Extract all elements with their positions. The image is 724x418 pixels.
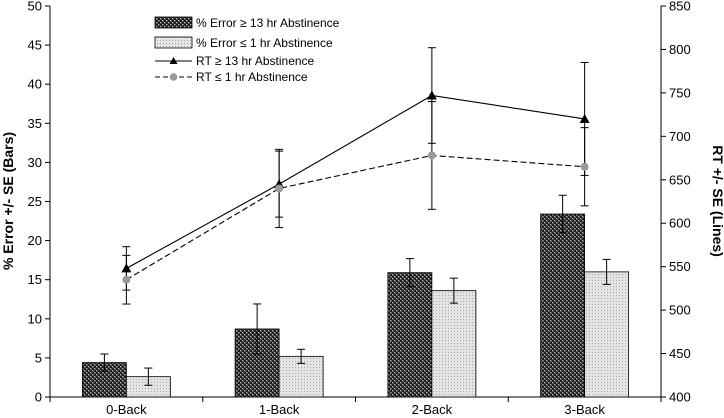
line-point-s1-2-Back [427, 151, 436, 160]
legend-label-error-13hr: % Error ≥ 13 hr Abstinence [196, 16, 340, 30]
right-axis-title: RT +/- SE (Lines) [710, 145, 724, 257]
line-point-s1-1-Back [275, 184, 284, 193]
left-tick-label-35: 35 [28, 116, 42, 131]
x-axis-ticks: 0-Back 1-Back 2-Back 3-Back [49, 397, 662, 417]
x-tick-label-2-Back: 2-Back [412, 402, 453, 417]
right-tick-label-650: 650 [669, 172, 691, 187]
left-tick-label-15: 15 [28, 272, 42, 287]
legend-label-error-1hr: % Error ≤ 1 hr Abstinence [196, 36, 333, 50]
left-axis-ticks: 0 5 10 15 20 25 30 35 40 45 50 [28, 0, 50, 405]
legend-label-rt-13hr: RT ≥ 13 hr Abstinence [196, 54, 315, 68]
bar-s1-2-Back [431, 290, 477, 398]
bar-s0-2-Back [387, 272, 433, 398]
left-tick-label-0: 0 [35, 390, 42, 405]
right-tick-label-850: 850 [669, 0, 691, 14]
line-point-s1-0-Back [122, 275, 131, 284]
left-tick-label-40: 40 [28, 77, 42, 92]
left-axis-title: % Error +/- SE (Bars) [0, 132, 16, 270]
legend-marker-rt-1hr [169, 73, 178, 81]
left-tick-label-5: 5 [35, 350, 42, 365]
line-point-s0-3-Back [579, 113, 590, 123]
left-tick-label-45: 45 [28, 38, 42, 53]
line-series-0 [126, 94, 585, 269]
right-axis-ticks: 400 450 500 550 600 650 700 750 800 850 [661, 0, 691, 405]
right-tick-label-700: 700 [669, 129, 691, 144]
x-tick-label-1-Back: 1-Back [259, 402, 300, 417]
right-tick-label-400: 400 [669, 390, 691, 405]
x-tick-label-0-Back: 0-Back [106, 402, 147, 417]
left-tick-label-50: 50 [28, 0, 42, 14]
left-tick-label-10: 10 [28, 311, 42, 326]
bar-s1-3-Back [584, 271, 630, 398]
x-tick-label-3-Back: 3-Back [564, 402, 605, 417]
bar-series-group [81, 194, 630, 398]
legend-swatch-error-13hr [154, 16, 193, 29]
legend-marker-rt-13hr [169, 57, 178, 64]
left-tick-label-30: 30 [28, 155, 42, 170]
line-point-s0-2-Back [426, 90, 437, 100]
right-tick-label-750: 750 [669, 85, 691, 100]
left-tick-label-20: 20 [28, 233, 42, 248]
right-tick-label-500: 500 [669, 303, 691, 318]
line-series-1 [126, 154, 585, 281]
right-tick-label-600: 600 [669, 216, 691, 231]
line-point-s1-3-Back [580, 162, 589, 171]
legend-swatch-error-1hr [154, 36, 193, 49]
right-tick-label-450: 450 [669, 346, 691, 361]
right-tick-label-800: 800 [669, 42, 691, 57]
left-tick-label-25: 25 [28, 194, 42, 209]
bar-s0-3-Back [540, 213, 586, 398]
right-tick-label-550: 550 [669, 259, 691, 274]
legend: % Error ≥ 13 hr Abstinence % Error ≤ 1 h… [154, 16, 340, 84]
legend-label-rt-1hr: RT ≤ 1 hr Abstinence [196, 70, 308, 84]
line-series-group [121, 47, 590, 305]
